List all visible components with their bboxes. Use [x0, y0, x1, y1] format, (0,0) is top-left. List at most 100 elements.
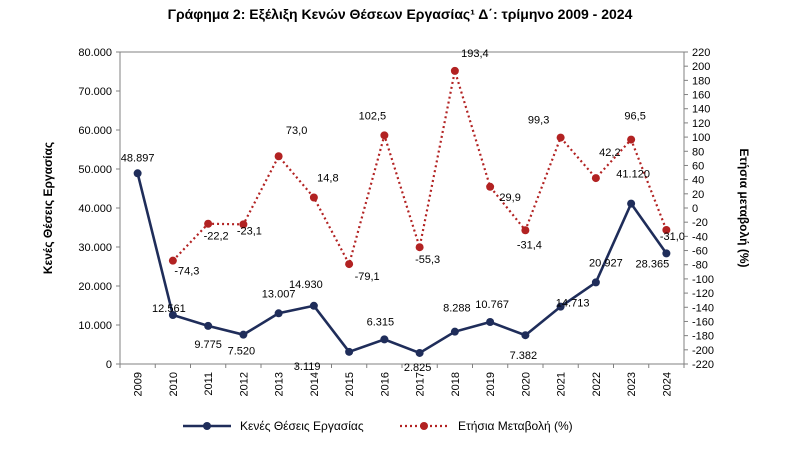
vacancies-series-line [136, 172, 668, 355]
y-tick-label: 0 [106, 359, 112, 371]
vacancies-point [239, 330, 248, 339]
y2-tick-label: -60 [692, 246, 708, 258]
change-data-label: -55,3 [415, 254, 440, 266]
vacancies-point [345, 347, 354, 356]
change-data-label: 29,9 [499, 192, 520, 204]
vacancies-point [380, 335, 389, 344]
x-tick-label: 2015 [344, 372, 356, 396]
vacancies-data-label: 48.897 [121, 152, 155, 164]
vacancies-point [450, 327, 459, 336]
y2-axis-title: Ετήσια μεταβολή (%) [737, 148, 751, 267]
y2-tick-label: -40 [692, 231, 708, 243]
x-tick-label: 2011 [203, 372, 215, 396]
change-point [274, 152, 283, 161]
axes: 0 10.000 20.000 30.000 40.000 50.000 60.000 70.… [41, 47, 751, 396]
y-tick-label: 20.000 [78, 281, 112, 293]
x-tick-label: 2012 [238, 372, 250, 396]
vacancies-data-label: 10.767 [475, 299, 509, 311]
change-point [168, 256, 177, 265]
change-data-label: 193,4 [461, 48, 489, 60]
y2-tick-label: -100 [692, 274, 714, 286]
change-data-label: 42,2 [599, 147, 620, 159]
vacancies-data-label: 12.561 [152, 303, 186, 315]
x-tick-label: 2017 [415, 372, 427, 396]
chart-title: Γράφημα 2: Εξέλιξη Κενών Θέσεων Εργασίας… [167, 6, 633, 22]
change-data-label: 102,5 [359, 110, 387, 122]
change-data-label: 99,3 [528, 115, 549, 127]
change-point [450, 66, 459, 75]
y2-tick-label: 140 [692, 104, 710, 116]
change-point [415, 243, 424, 252]
y2-tick-label: -160 [692, 316, 714, 328]
legend-change-marker [420, 422, 428, 430]
vacancies-point [133, 169, 142, 178]
y-tick-label: 80.000 [78, 47, 112, 59]
vacancies-point [486, 318, 495, 327]
y-tick-label: 60.000 [78, 125, 112, 137]
change-point [556, 133, 565, 142]
change-data-label: 73,0 [286, 125, 307, 137]
y2-tick-label: 220 [692, 47, 710, 59]
y2-tick-label: 100 [692, 132, 710, 144]
vacancies-point [627, 199, 636, 208]
vacancies-data-label: 3.119 [294, 361, 321, 373]
y2-tick-label: -180 [692, 331, 714, 343]
y-tick-label: 40.000 [78, 203, 112, 215]
x-tick-label: 2024 [661, 372, 673, 396]
y2-tick-label: -200 [692, 345, 714, 357]
change-point [591, 174, 600, 183]
change-data-label: 14,8 [317, 173, 338, 185]
y-axis-title: Κενές Θέσεις Εργασίας [41, 142, 55, 274]
change-point [521, 226, 530, 235]
change-point [239, 220, 248, 229]
x-tick-label: 2022 [591, 372, 603, 396]
y2-tick-label: -120 [692, 288, 714, 300]
y2-tick-label: 180 [692, 75, 710, 87]
legend-change-label: Ετήσια Μεταβολή (%) [458, 419, 573, 433]
x-tick-label: 2019 [485, 372, 497, 396]
vacancies-data-label: 2.825 [404, 362, 432, 374]
change-point [627, 135, 636, 144]
y-tick-label: 50.000 [78, 164, 112, 176]
change-data-label: -23,1 [237, 225, 262, 237]
x-tick-label: 2021 [556, 372, 568, 396]
x-tick-label: 2014 [309, 372, 321, 396]
x-tick-label: 2018 [450, 372, 462, 396]
change-point [486, 182, 495, 191]
y2-tick-label: 60 [692, 160, 704, 172]
x-tick-label: 2020 [520, 372, 532, 396]
vacancies-point [204, 321, 213, 330]
vacancies-point [415, 348, 424, 357]
vacancies-data-label: 41.120 [616, 169, 650, 181]
vacancies-point [274, 309, 283, 318]
y2-tick-label: 80 [692, 146, 704, 158]
vacancies-point [662, 249, 671, 258]
x-tick-label: 2023 [626, 372, 638, 396]
change-data-label: -79,1 [355, 271, 380, 283]
x-tick-label: 2016 [379, 372, 391, 396]
plot-area [119, 51, 685, 365]
y2-tick-label: 120 [692, 118, 710, 130]
change-point [662, 225, 671, 234]
x-tick-label: 2010 [168, 372, 180, 396]
y2-tick-label: -80 [692, 260, 708, 272]
x-tick-label: 2009 [133, 372, 145, 396]
y-tick-label: 70.000 [78, 86, 112, 98]
y2-tick-label: 20 [692, 189, 704, 201]
y2-tick-label: 40 [692, 175, 704, 187]
vacancies-data-label: 14.713 [556, 298, 590, 310]
change-data-label: 96,5 [624, 111, 645, 123]
y2-tick-label: 160 [692, 90, 710, 102]
vacancies-point [309, 301, 318, 310]
vacancies-data-label: 20.927 [589, 257, 623, 269]
y2-tick-label: -20 [692, 217, 708, 229]
y2-tick-label: 200 [692, 61, 710, 73]
vacancies-point [168, 311, 177, 320]
change-series-line [172, 70, 668, 268]
vacancies-data-label: 13.007 [262, 288, 296, 300]
legend: Κενές Θέσεις Εργασίας Ετήσια Μεταβολή (%) [183, 419, 573, 433]
series [133, 66, 671, 357]
y-tick-label: 10.000 [78, 320, 112, 332]
